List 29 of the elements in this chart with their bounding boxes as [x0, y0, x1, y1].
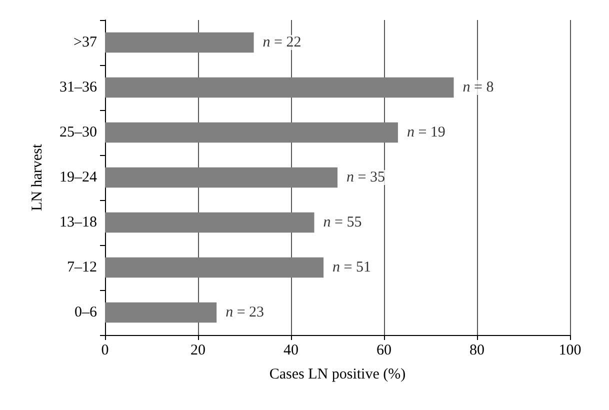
annotation: n = 22 [262, 34, 302, 50]
x-tick-label: 80 [470, 342, 484, 358]
bar [105, 257, 324, 278]
y-tick-label: >37 [74, 34, 98, 50]
y-tick-label: 25–30 [60, 124, 97, 140]
bar [105, 167, 338, 188]
x-tick-label: 60 [376, 342, 392, 358]
annotation: n = 35 [346, 170, 385, 186]
y-tick-label: 0–6 [74, 304, 98, 320]
annotation: n = 23 [226, 304, 264, 320]
annotation: n = 55 [323, 214, 362, 230]
bar [105, 122, 398, 143]
y-tick-label: 31–36 [60, 80, 98, 96]
annotation: n = 8 [462, 80, 494, 96]
bar [105, 77, 454, 98]
bar [105, 302, 217, 323]
bar [105, 32, 254, 53]
x-tick-label: 0 [101, 342, 109, 358]
x-tick-label: 20 [190, 342, 206, 358]
y-tick-label: 7–12 [67, 260, 97, 276]
x-tick-label: 40 [284, 342, 298, 358]
y-tick-label: 13–18 [60, 214, 97, 230]
annotation: n = 19 [406, 124, 446, 140]
bar [105, 212, 314, 233]
y-tick-label: 19–24 [60, 170, 98, 186]
annotation: n = 51 [332, 260, 372, 276]
y-axis-title: LN harvest [30, 143, 46, 212]
x-tick-label: 100 [558, 342, 582, 358]
x-axis-title: Cases LN positive (%) [269, 366, 406, 382]
